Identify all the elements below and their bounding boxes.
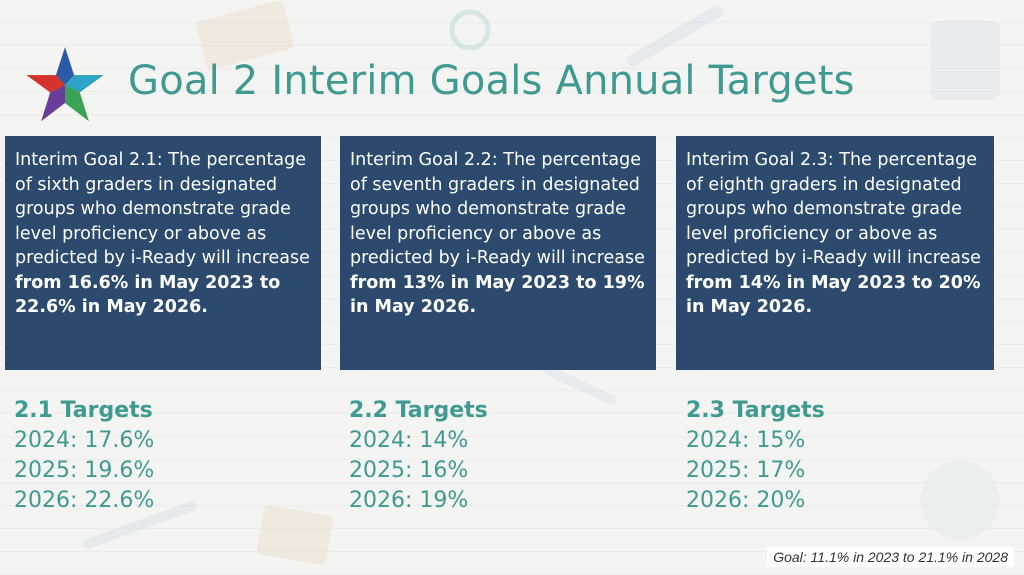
interim-goal-card: Interim Goal 2.2: The percentage of seve… bbox=[340, 136, 656, 370]
goal-text: Interim Goal 2.2: The percentage of seve… bbox=[350, 150, 645, 268]
target-row: 2024: 15% bbox=[686, 428, 806, 453]
goal-text: Interim Goal 2.3: The percentage of eigh… bbox=[686, 150, 981, 268]
target-row: 2025: 19.6% bbox=[14, 458, 155, 483]
target-row: 2024: 17.6% bbox=[14, 428, 155, 453]
target-row: 2026: 19% bbox=[349, 488, 469, 513]
goal-emphasis: from 16.6% in May 2023 to 22.6% in May 2… bbox=[15, 272, 281, 318]
targets-list: 2.2 Targets 2024: 14% 2025: 16% 2026: 19… bbox=[349, 396, 488, 516]
target-row: 2026: 22.6% bbox=[14, 488, 155, 513]
page-title: Goal 2 Interim Goals Annual Targets bbox=[128, 58, 855, 104]
targets-heading: 2.2 Targets bbox=[349, 398, 488, 423]
interim-goal-card: Interim Goal 2.3: The percentage of eigh… bbox=[676, 136, 994, 370]
target-row: 2024: 14% bbox=[349, 428, 469, 453]
interim-goal-card: Interim Goal 2.1: The percentage of sixt… bbox=[5, 136, 321, 370]
targets-heading: 2.1 Targets bbox=[14, 398, 153, 423]
target-row: 2026: 20% bbox=[686, 488, 806, 513]
targets-list: 2.3 Targets 2024: 15% 2025: 17% 2026: 20… bbox=[686, 396, 825, 516]
target-row: 2025: 16% bbox=[349, 458, 469, 483]
goal-text: Interim Goal 2.1: The percentage of sixt… bbox=[15, 150, 310, 268]
targets-list: 2.1 Targets 2024: 17.6% 2025: 19.6% 2026… bbox=[14, 396, 154, 516]
overall-goal-note: Goal: 11.1% in 2023 to 21.1% in 2028 bbox=[767, 547, 1014, 567]
goal-emphasis: from 13% in May 2023 to 19% in May 2026. bbox=[350, 272, 645, 318]
goal-emphasis: from 14% in May 2023 to 20% in May 2026. bbox=[686, 272, 981, 318]
target-row: 2025: 17% bbox=[686, 458, 806, 483]
star-logo-icon bbox=[26, 47, 104, 122]
targets-heading: 2.3 Targets bbox=[686, 398, 825, 423]
